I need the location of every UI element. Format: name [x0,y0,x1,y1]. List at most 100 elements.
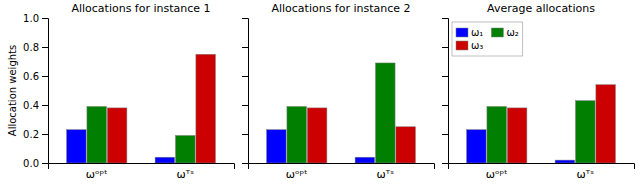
y-tick-mark [242,18,248,19]
y-tick [442,76,448,77]
legend: ω₁ ω₂ ω₃ [452,22,523,56]
x-tick: ωᵒᵖᵗ [86,168,108,181]
chart-svg: 0.0 0.2 0.4 0.6 0.8 1.0 ωᵒᵖᵗ ωᵀˢ Allocations for… [0,0,640,187]
x-tick-label: ωᵒᵖᵗ [86,168,108,181]
y-tick-label: 1.0 [23,13,39,24]
y-tick [442,18,448,19]
y-tick [442,105,448,106]
bar [467,130,487,163]
y-tick-mark [242,76,248,77]
title: Average allocations [487,2,595,15]
y-tick-mark [442,47,448,48]
bar [267,130,287,163]
panel: 0.0 0.2 0.4 0.6 0.8 1.0 ωᵒᵖᵗ ωᵀˢ Allocations for… [7,2,235,181]
bars [67,54,216,163]
y-tick-label: 0.6 [23,71,39,82]
y-tick-mark [442,18,448,19]
y-tick [242,134,248,135]
x-tick: ωᵀˢ [377,168,395,181]
y-tick-mark [242,163,248,164]
y-tick-mark [442,134,448,135]
y-axis-line [242,19,249,164]
y-tick [242,76,248,77]
y-tick [242,47,248,48]
bar [175,135,195,163]
x-axis-line [449,164,635,170]
y-tick-mark [42,134,48,135]
y-axis-label: Allocation weights [7,45,18,136]
y-tick [442,47,448,48]
bar [575,101,595,163]
y-tick-label: 0.4 [23,100,39,111]
bar [87,106,107,163]
bars [267,63,416,163]
bar [487,106,507,163]
y-tick-mark [42,105,48,106]
y-tick-mark [242,105,248,106]
y-tick-mark [242,47,248,48]
bars [467,85,616,163]
y-tick-label: 0.8 [23,42,39,53]
y-tick [242,105,248,106]
legend-swatch [491,28,503,37]
x-tick-label: ωᵀˢ [377,168,395,181]
y-tick-label: 0.0 [23,158,39,169]
bar [287,106,307,163]
y-tick: 0.8 [23,42,48,53]
x-tick: ωᵀˢ [177,168,195,181]
x-axis-line [249,164,435,170]
x-tick-label: ωᵀˢ [577,168,595,181]
legend-item: ω₂ [491,27,518,38]
x-tick: ωᵀˢ [577,168,595,181]
bar [555,160,575,163]
legend-item: ω₁ [456,27,483,38]
legend-swatch [456,41,468,50]
legend-label: ω₃ [471,40,483,51]
y-tick-mark [442,105,448,106]
y-tick [442,134,448,135]
panel: ωᵒᵖᵗ ωᵀˢ Allocations for instance 2 [242,2,435,181]
y-tick: 0.6 [23,71,48,82]
y-tick-mark [442,163,448,164]
bar [507,108,527,163]
x-axis-line [49,164,235,170]
y-axis-line [42,19,49,164]
legend-swatch [456,28,468,37]
bar [596,85,616,163]
y-tick-mark [42,18,48,19]
x-tick-label: ωᵒᵖᵗ [486,168,508,181]
bar [107,108,127,163]
y-tick: 0.4 [23,100,48,111]
y-tick [242,163,248,164]
y-tick-mark [42,76,48,77]
legend-item: ω₃ [456,40,483,51]
bar [196,54,216,163]
y-tick: 0.2 [23,129,48,140]
title: Allocations for instance 2 [271,2,410,15]
y-tick-mark [442,76,448,77]
y-tick-mark [42,47,48,48]
y-axis [442,19,449,164]
y-tick [442,163,448,164]
y-tick: 1.0 [23,13,48,24]
y-tick: 0.0 [23,158,48,169]
y-axis [242,19,249,164]
y-tick [242,18,248,19]
x-tick-label: ωᵀˢ [177,168,195,181]
y-tick-mark [242,134,248,135]
y-axis: 0.0 0.2 0.4 0.6 0.8 1.0 [23,13,48,169]
chart-container: 0.0 0.2 0.4 0.6 0.8 1.0 ωᵒᵖᵗ ωᵀˢ Allocations for… [0,0,640,187]
bar [355,157,375,163]
y-tick-mark [42,163,48,164]
x-axis: ωᵒᵖᵗ ωᵀˢ [449,164,635,182]
legend-label: ω₂ [506,27,518,38]
bar [67,130,87,163]
x-tick-label: ωᵒᵖᵗ [286,168,308,181]
x-tick: ωᵒᵖᵗ [486,168,508,181]
panel: ωᵒᵖᵗ ωᵀˢ Average allocations ω₁ ω₂ ω₃ [442,2,635,181]
bar [396,127,416,163]
y-axis-line [442,19,449,164]
x-axis: ωᵒᵖᵗ ωᵀˢ [49,164,235,182]
legend-label: ω₁ [471,27,483,38]
title: Allocations for instance 1 [71,2,210,15]
